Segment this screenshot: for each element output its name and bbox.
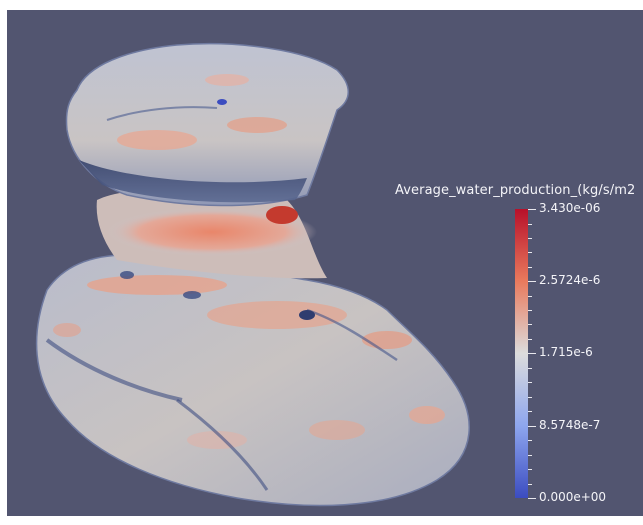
comet-surface-render[interactable] <box>7 10 643 516</box>
colorbar-minor-tick <box>528 397 532 398</box>
colorbar-minor-tick <box>528 382 532 383</box>
colorbar-tick-min <box>528 498 536 499</box>
colorbar-label-q1: 8.5748e-7 <box>539 418 601 432</box>
colorbar-minor-tick <box>528 296 532 297</box>
render-viewport[interactable]: Average_water_production_(kg/s/m2 3.430e… <box>7 10 643 516</box>
colorbar-tick-max <box>528 209 536 210</box>
colorbar-label-max: 3.430e-06 <box>539 201 601 215</box>
colorbar-tick-q1 <box>528 426 536 427</box>
colorbar-tick-q3 <box>528 281 536 282</box>
colorbar-label-mid: 1.715e-6 <box>539 345 593 359</box>
colorbar-minor-tick <box>528 484 532 485</box>
colorbar-tick-mid <box>528 353 536 354</box>
colorbar-minor-tick <box>528 469 532 470</box>
colorbar-label-min: 0.000e+00 <box>539 490 607 504</box>
colorbar-minor-tick <box>528 455 532 456</box>
colorbar <box>515 209 528 498</box>
colorbar-minor-tick <box>528 252 532 253</box>
colorbar-minor-tick <box>528 411 532 412</box>
colorbar-minor-tick <box>528 310 532 311</box>
colorbar-label-q3: 2.5724e-6 <box>539 273 601 287</box>
colorbar-minor-tick <box>528 368 532 369</box>
colorbar-minor-tick <box>528 224 532 225</box>
colorbar-minor-tick <box>528 238 532 239</box>
colorbar-minor-tick <box>528 339 532 340</box>
colorbar-title: Average_water_production_(kg/s/m2 <box>395 183 636 198</box>
colorbar-minor-tick <box>528 440 532 441</box>
colorbar-minor-tick <box>528 267 532 268</box>
colorbar-minor-tick <box>528 324 532 325</box>
